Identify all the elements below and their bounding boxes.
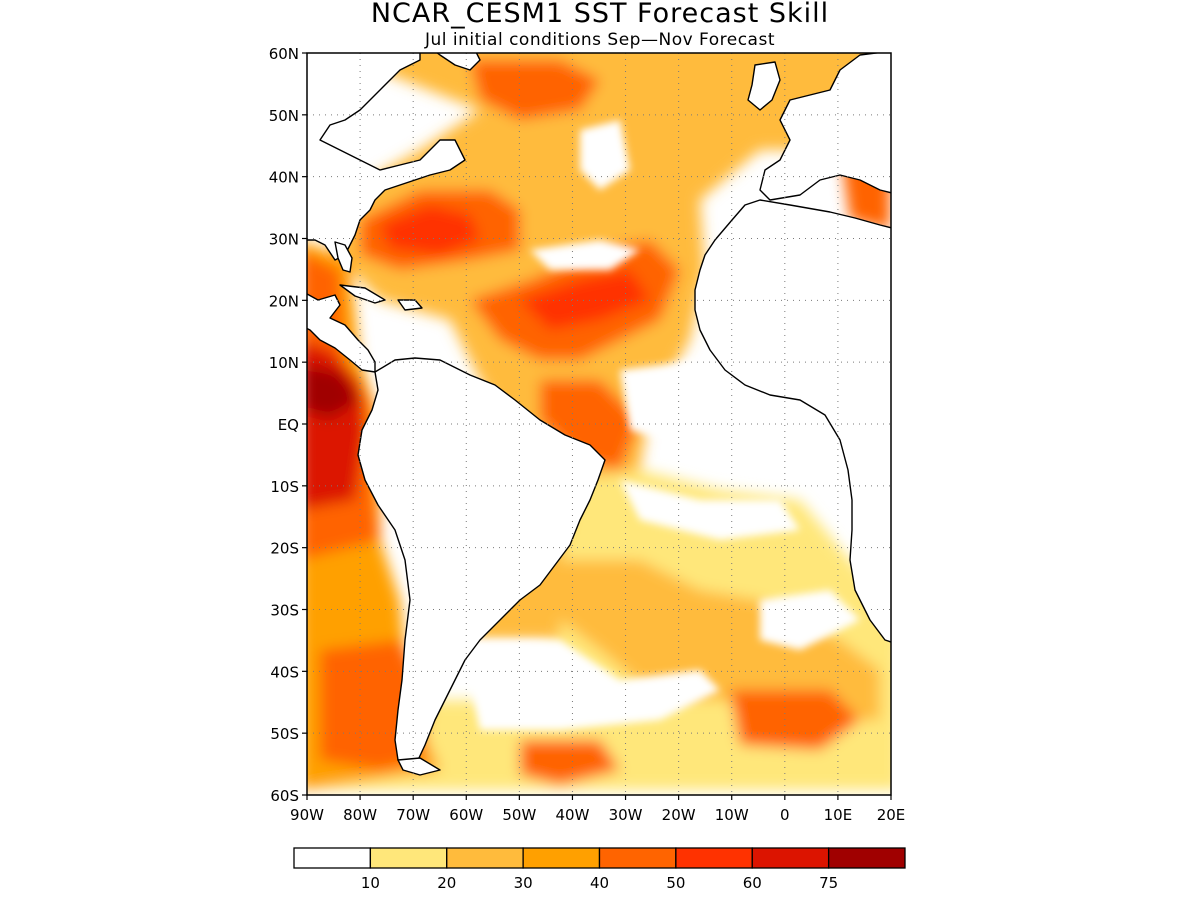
lat-tick-label: 50N — [269, 107, 299, 125]
lon-tick-label: 20E — [877, 806, 906, 824]
lat-tick-label: 30N — [269, 231, 299, 249]
africa — [694, 199, 891, 643]
colorbar-label: 40 — [590, 874, 609, 892]
colorbar-swatch — [446, 847, 524, 869]
europe — [759, 53, 891, 201]
lon-tick-label: 90W — [290, 806, 324, 824]
colorbar-label: 30 — [514, 874, 533, 892]
map-frame — [306, 52, 892, 796]
colorbar-label: 50 — [666, 874, 685, 892]
lon-tick-label: 60W — [449, 806, 483, 824]
colorbar-label: 75 — [819, 874, 838, 892]
colorbar-swatch — [369, 847, 448, 869]
lat-tick-label: 60N — [269, 45, 299, 63]
continents — [307, 53, 891, 776]
lon-tick-label: 50W — [502, 806, 536, 824]
lat-tick-label: 10S — [270, 478, 299, 496]
colorbar-label: 20 — [437, 874, 456, 892]
lon-tick-label: 0 — [780, 806, 790, 824]
lon-tick-label: 70W — [396, 806, 430, 824]
colorbar-swatch — [598, 847, 677, 869]
lat-tick-label: 40N — [269, 169, 299, 187]
lon-tick-label: 80W — [343, 806, 377, 824]
south-america — [357, 357, 606, 771]
colorbar-swatch — [522, 847, 601, 869]
colorbar-swatch — [293, 847, 372, 869]
cuba — [339, 284, 386, 304]
lon-tick-label: 10E — [824, 806, 853, 824]
map-title: NCAR_CESM1 SST Forecast Skill — [371, 0, 829, 29]
central-america — [307, 293, 376, 373]
lat-tick-label: 40S — [270, 663, 299, 681]
lat-tick-label: 20N — [269, 292, 299, 310]
longitude-tick-labels: 90W 80W 70W 60W 50W 40W 30W 20W 10W 0 10E 20E — [290, 795, 905, 824]
map-subtitle: Jul initial conditions Sep—Nov Forecast — [424, 30, 775, 50]
british-isles — [747, 61, 781, 111]
sst-skill-shading — [307, 53, 891, 790]
tierra-del-fuego — [397, 757, 441, 776]
lon-tick-label: 10W — [715, 806, 749, 824]
lat-tick-label: 20S — [270, 540, 299, 558]
gridlines — [307, 53, 891, 795]
lon-tick-label: 20W — [662, 806, 696, 824]
lat-tick-label: 60S — [270, 787, 299, 805]
colorbar-label: 10 — [361, 874, 380, 892]
colorbar-swatch — [675, 847, 753, 869]
florida — [334, 241, 353, 273]
lat-tick-label: 10N — [269, 354, 299, 372]
lon-tick-label: 40W — [555, 806, 589, 824]
colorbar-swatch — [751, 847, 830, 869]
lat-tick-label: 50S — [270, 725, 299, 743]
greenland-tip — [436, 53, 481, 71]
lat-tick-label: EQ — [278, 416, 299, 434]
colorbar-label: 60 — [743, 874, 762, 892]
colorbar-legend: 10 20 30 40 50 60 75 — [293, 847, 906, 892]
latitude-tick-labels: 60N 50N 40N 30N 20N 10N EQ 10S 20S 30S 40S 50S 60S — [269, 45, 307, 805]
colorbar-swatch — [827, 847, 906, 869]
lat-tick-label: 30S — [270, 602, 299, 620]
lon-tick-label: 30W — [609, 806, 643, 824]
